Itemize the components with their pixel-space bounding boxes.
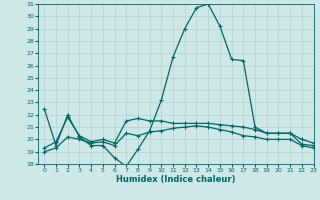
X-axis label: Humidex (Indice chaleur): Humidex (Indice chaleur) [116, 175, 236, 184]
